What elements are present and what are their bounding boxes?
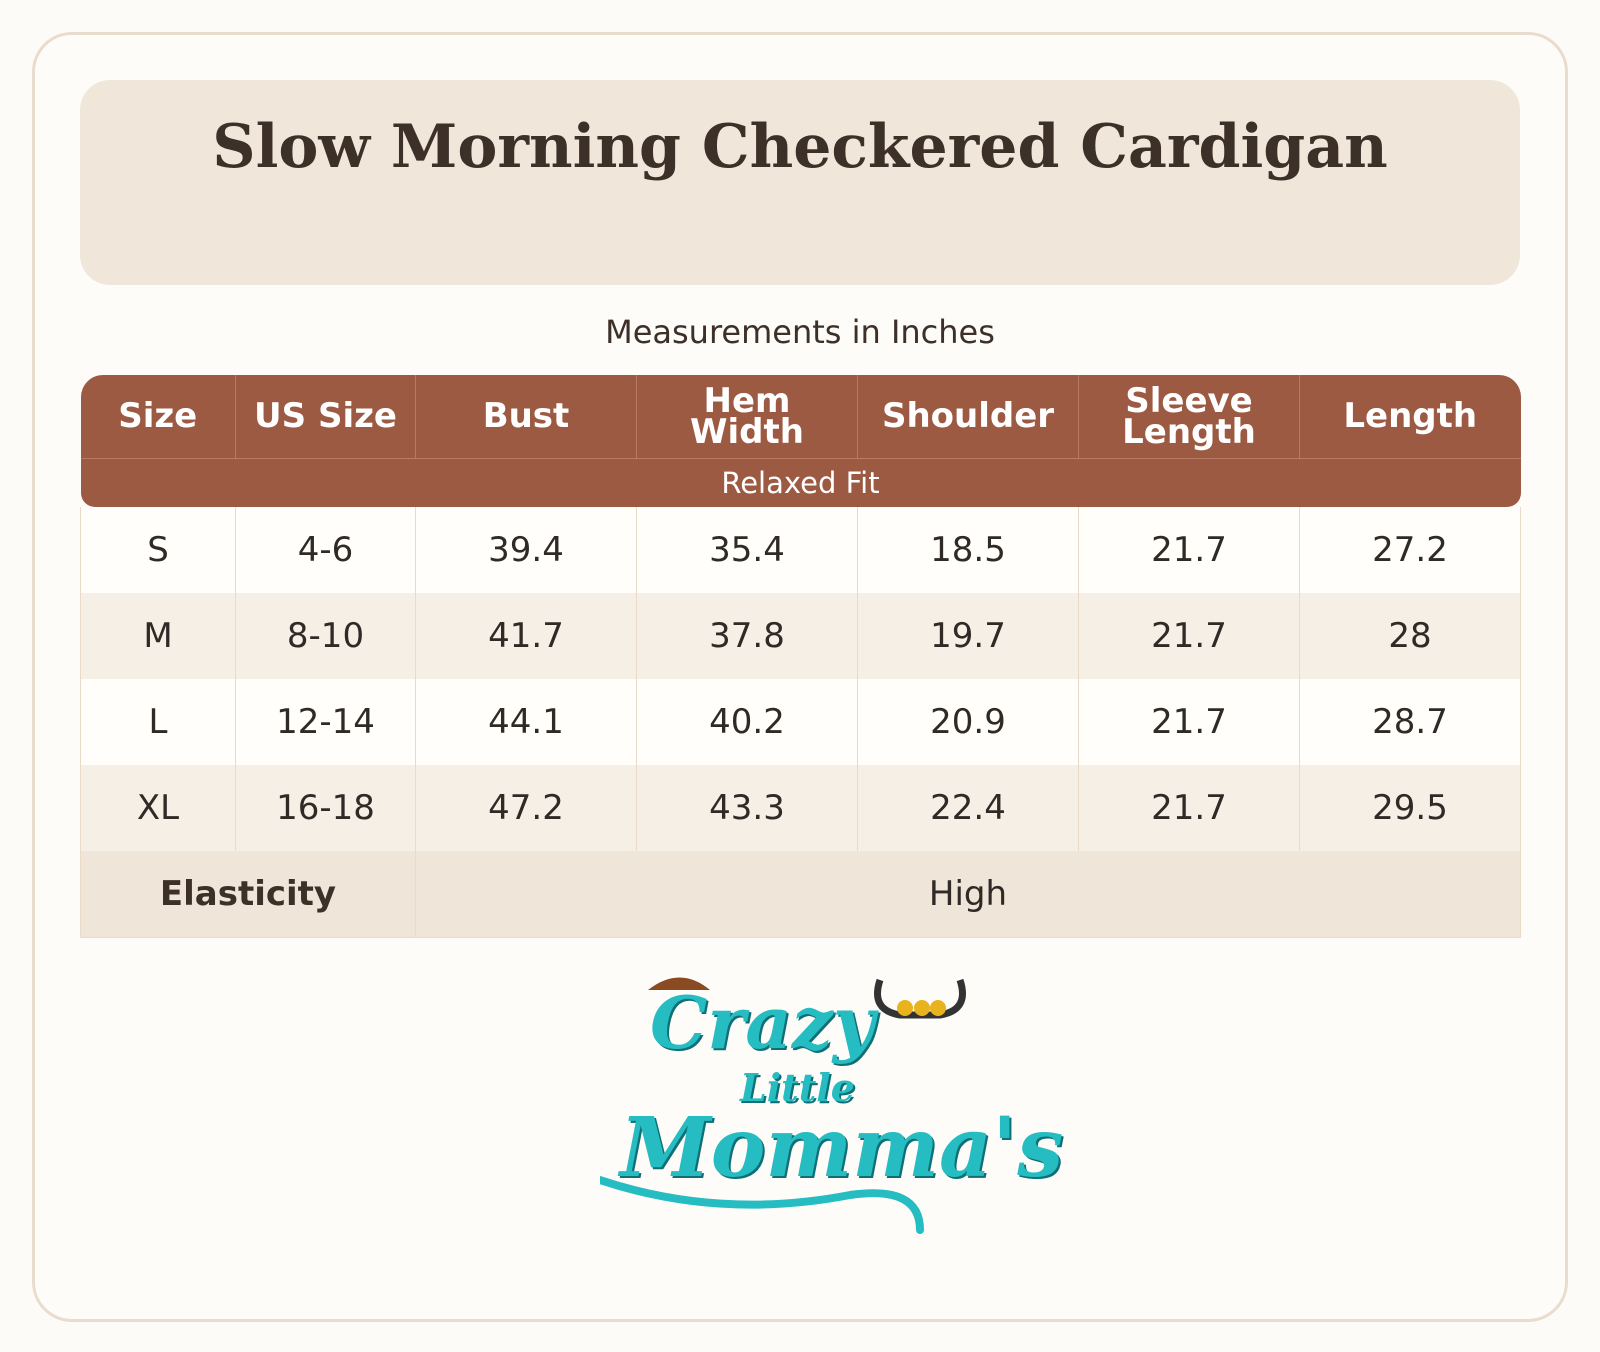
cell: 43.3 [636, 765, 858, 851]
column-header: Bust [415, 375, 637, 459]
cell: 8-10 [235, 593, 416, 679]
column-header: Hem Width [636, 375, 858, 459]
cell: 18.5 [857, 507, 1079, 593]
elasticity-label: Elasticity [80, 851, 416, 938]
cell: 35.4 [636, 507, 858, 593]
cell: M [80, 593, 236, 679]
elasticity-value: High [415, 851, 1521, 938]
size-row: XL 16-18 47.2 43.3 22.4 21.7 29.5 [80, 765, 1521, 851]
header-row: Size US Size Bust Hem Width Shoulder Sleeve L… [80, 375, 1521, 459]
cell: 4-6 [235, 507, 416, 593]
cell: 21.7 [1078, 765, 1300, 851]
cell: 29.5 [1299, 765, 1521, 851]
column-header: Shoulder [857, 375, 1079, 459]
logo-line: Little [740, 1065, 855, 1110]
cell: 27.2 [1299, 507, 1521, 593]
size-row: M 8-10 41.7 37.8 19.7 21.7 28 [80, 593, 1521, 679]
logo: Crazy Little Momma's [600, 970, 1063, 1260]
size-row: L 12-14 44.1 40.2 20.9 21.7 28.7 [80, 679, 1521, 765]
cell: S [80, 507, 236, 593]
cell: 28.7 [1299, 679, 1521, 765]
logo-line: Crazy [650, 980, 875, 1065]
cell: XL [80, 765, 236, 851]
cell: 21.7 [1078, 507, 1300, 593]
size-row: S 4-6 39.4 35.4 18.5 21.7 27.2 [80, 507, 1521, 593]
cell: 12-14 [235, 679, 416, 765]
cell: 20.9 [857, 679, 1079, 765]
cell: 47.2 [415, 765, 637, 851]
subtitle: Measurements in Inches [605, 313, 995, 351]
cell: 40.2 [636, 679, 858, 765]
title: Slow Morning Checkered Cardigan [212, 112, 1388, 182]
size-table: Size US Size Bust Hem Width Shoulder Sleeve L… [80, 375, 1521, 938]
column-header: Sleeve Length [1078, 375, 1300, 459]
table-body: S 4-6 39.4 35.4 18.5 21.7 27.2 M 8-10 41.7 37.8 19.… [80, 507, 1521, 938]
logo-line: Momma's [620, 1100, 1064, 1196]
cell: 41.7 [415, 593, 637, 679]
cell: 28 [1299, 593, 1521, 679]
cell: L [80, 679, 236, 765]
column-header: US Size [235, 375, 416, 459]
cell: 16-18 [235, 765, 416, 851]
elasticity-row: Elasticity High [80, 851, 1521, 938]
cell: 21.7 [1078, 593, 1300, 679]
logo-swoosh [600, 977, 966, 1234]
table-head: Size US Size Bust Hem Width Shoulder Sleeve L… [80, 375, 1521, 507]
fit-label: Relaxed Fit [80, 458, 1521, 507]
cell: 37.8 [636, 593, 858, 679]
cell: 22.4 [857, 765, 1079, 851]
fit-row: Relaxed Fit [80, 458, 1521, 507]
cell: 44.1 [415, 679, 637, 765]
column-header: Size [80, 375, 236, 459]
cell: 19.7 [857, 593, 1079, 679]
cell: 21.7 [1078, 679, 1300, 765]
title-box [80, 80, 1520, 285]
column-header: Length [1299, 375, 1521, 459]
cell: 39.4 [415, 507, 637, 593]
